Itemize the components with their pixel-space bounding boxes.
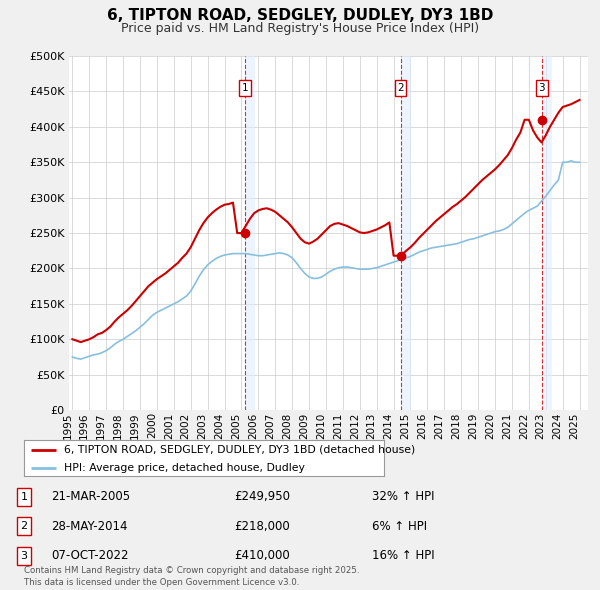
- Text: 1996: 1996: [79, 412, 89, 439]
- Text: 6% ↑ HPI: 6% ↑ HPI: [372, 520, 427, 533]
- Text: 2005: 2005: [232, 412, 241, 438]
- Text: 2003: 2003: [197, 412, 208, 438]
- Text: 32% ↑ HPI: 32% ↑ HPI: [372, 490, 434, 503]
- Text: 2014: 2014: [383, 412, 394, 438]
- Text: £410,000: £410,000: [234, 549, 290, 562]
- Text: £249,950: £249,950: [234, 490, 290, 503]
- Text: 1995: 1995: [62, 412, 73, 439]
- Text: 2021: 2021: [502, 412, 512, 438]
- Text: 6, TIPTON ROAD, SEDGLEY, DUDLEY, DY3 1BD (detached house): 6, TIPTON ROAD, SEDGLEY, DUDLEY, DY3 1BD…: [64, 445, 415, 455]
- Text: 2020: 2020: [485, 412, 495, 438]
- Text: 16% ↑ HPI: 16% ↑ HPI: [372, 549, 434, 562]
- Text: 1998: 1998: [113, 412, 123, 439]
- Text: 3: 3: [20, 551, 28, 560]
- Text: 2000: 2000: [147, 412, 157, 438]
- Text: 2018: 2018: [451, 412, 461, 438]
- Text: 2010: 2010: [316, 412, 326, 438]
- Text: 2011: 2011: [333, 412, 343, 438]
- Text: 2015: 2015: [400, 412, 410, 438]
- Text: 2012: 2012: [350, 412, 360, 438]
- Bar: [542, 56, 552, 410]
- Text: 2025: 2025: [569, 412, 580, 438]
- Text: 1997: 1997: [96, 412, 106, 439]
- Text: 28-MAY-2014: 28-MAY-2014: [51, 520, 128, 533]
- Text: 2: 2: [20, 522, 28, 531]
- Text: 2017: 2017: [434, 412, 445, 438]
- Text: 2024: 2024: [553, 412, 563, 438]
- Bar: [245, 56, 255, 410]
- Text: 2007: 2007: [265, 412, 275, 438]
- Text: 1999: 1999: [130, 412, 140, 439]
- Text: 2004: 2004: [215, 412, 224, 438]
- Text: 2016: 2016: [418, 412, 427, 438]
- Text: 2: 2: [397, 83, 404, 93]
- Text: 2002: 2002: [181, 412, 191, 438]
- Text: £218,000: £218,000: [234, 520, 290, 533]
- Bar: [401, 56, 410, 410]
- Text: 6, TIPTON ROAD, SEDGLEY, DUDLEY, DY3 1BD: 6, TIPTON ROAD, SEDGLEY, DUDLEY, DY3 1BD: [107, 8, 493, 24]
- Text: 2001: 2001: [164, 412, 174, 438]
- Text: HPI: Average price, detached house, Dudley: HPI: Average price, detached house, Dudl…: [64, 463, 304, 473]
- Text: Price paid vs. HM Land Registry's House Price Index (HPI): Price paid vs. HM Land Registry's House …: [121, 22, 479, 35]
- Text: 21-MAR-2005: 21-MAR-2005: [51, 490, 130, 503]
- Text: Contains HM Land Registry data © Crown copyright and database right 2025.
This d: Contains HM Land Registry data © Crown c…: [24, 566, 359, 587]
- Text: 1: 1: [20, 492, 28, 502]
- Text: 2008: 2008: [282, 412, 292, 438]
- Text: 2023: 2023: [536, 412, 546, 438]
- Text: 2013: 2013: [367, 412, 377, 438]
- Text: 2009: 2009: [299, 412, 309, 438]
- Text: 3: 3: [539, 83, 545, 93]
- Text: 2022: 2022: [519, 412, 529, 438]
- Text: 2006: 2006: [248, 412, 259, 438]
- Text: 07-OCT-2022: 07-OCT-2022: [51, 549, 128, 562]
- Text: 2019: 2019: [468, 412, 478, 438]
- Text: 1: 1: [242, 83, 248, 93]
